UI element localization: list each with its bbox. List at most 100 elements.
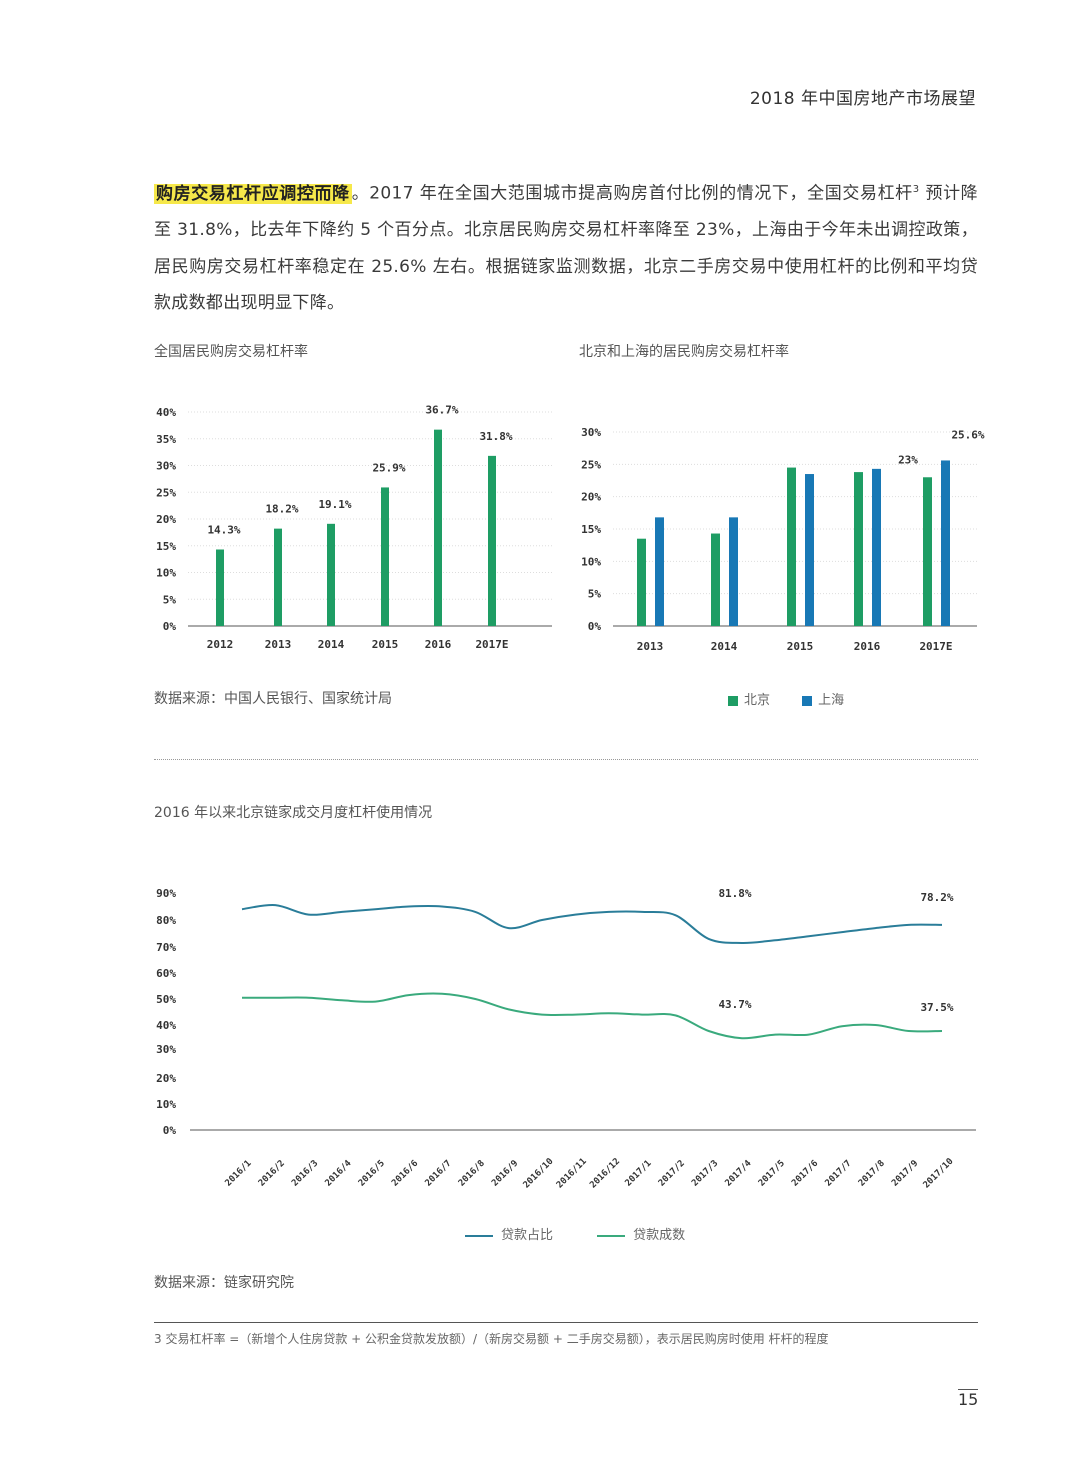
bar-data-label: 25.6% xyxy=(951,428,984,441)
paragraph-text-2: 预计降至 31.8%，比去年下降约 5 个百分点。北京居民购房交易杠杆率降至 2… xyxy=(154,183,978,314)
chart2-legend: 北京 上海 xyxy=(728,689,844,708)
x-tick-label: 2016/6 xyxy=(390,1159,420,1189)
x-tick-label: 2017/4 xyxy=(724,1158,754,1188)
bar-shanghai xyxy=(872,468,881,626)
bar xyxy=(216,549,224,626)
footnote-ref: 3 xyxy=(912,184,920,195)
y-tick-label: 15% xyxy=(156,540,176,553)
bar-beijing xyxy=(923,477,932,626)
y-tick-label: 0% xyxy=(163,1124,177,1137)
line-loan-ratio xyxy=(242,992,943,1040)
y-tick-label: 60% xyxy=(156,967,176,980)
bar-data-label: 19.1% xyxy=(318,498,351,511)
bar-data-label: 36.7% xyxy=(425,404,458,417)
x-tick-label: 2016/1 xyxy=(224,1159,254,1189)
x-tick-label: 2013 xyxy=(265,638,292,651)
footnote-rule xyxy=(154,1322,978,1323)
bar-beijing xyxy=(787,467,796,626)
y-tick-label: 15% xyxy=(581,523,601,536)
y-tick-label: 50% xyxy=(156,993,176,1006)
bar xyxy=(488,455,496,626)
x-tick-label: 2016/5 xyxy=(357,1159,387,1189)
bar-data-label: 14.3% xyxy=(207,523,240,536)
bar-shanghai xyxy=(805,474,814,626)
y-tick-label: 20% xyxy=(156,1072,176,1085)
x-tick-label: 2017/6 xyxy=(790,1159,820,1189)
highlight-phrase: 购房交易杠杆应调控而降 xyxy=(154,183,352,204)
x-tick-label: 2016/12 xyxy=(588,1157,622,1191)
x-tick-label: 2016 xyxy=(854,640,881,653)
y-tick-label: 35% xyxy=(156,433,176,446)
bar-beijing xyxy=(637,538,646,626)
footnote: 3 交易杠杆率 =（新增个人住房贷款 + 公积金贷款发放额）/（新房交易额 + … xyxy=(154,1332,829,1346)
x-tick-label: 2016/9 xyxy=(490,1159,520,1189)
y-tick-label: 10% xyxy=(156,567,176,580)
legend-swatch-shanghai xyxy=(802,695,813,706)
national-leverage-bar-chart: 0% 5% 10% 15% 20% 25% 30% 35% 40% 14.3% 2012 18.2% 2… xyxy=(156,404,552,651)
y-tick-label: 5% xyxy=(588,588,602,601)
x-tick-label: 2016/11 xyxy=(555,1157,589,1191)
chart2-title: 北京和上海的居民购房交易杠杆率 xyxy=(579,344,789,360)
legend-line-loan-ratio xyxy=(597,1234,626,1237)
bar-shanghai xyxy=(729,517,738,626)
bar-shanghai xyxy=(655,517,664,626)
running-header: 2018 年中国房地产市场展望 xyxy=(749,89,976,109)
legend-label-shanghai: 上海 xyxy=(818,693,845,708)
x-tick-label: 2016/4 xyxy=(324,1158,354,1188)
x-tick-label: 2015 xyxy=(787,640,814,653)
x-tick-label: 2012 xyxy=(207,638,234,651)
x-tick-label: 2015 xyxy=(372,638,399,651)
line-data-label: 37.5% xyxy=(920,1001,953,1014)
y-tick-label: 40% xyxy=(156,1019,176,1032)
legend-label-loan-share: 贷款占比 xyxy=(501,1228,554,1243)
y-tick-label: 20% xyxy=(156,513,176,526)
page-number-rule xyxy=(958,1389,978,1390)
legend-label-beijing: 北京 xyxy=(744,693,771,708)
bj-sh-leverage-bar-chart: 0% 5% 10% 15% 20% 25% 30% 2013 2014 2015 2016 2017E… xyxy=(581,426,985,653)
y-tick-label: 0% xyxy=(588,620,602,633)
y-tick-label: 5% xyxy=(163,593,177,606)
x-tick-label: 2017E xyxy=(919,640,952,653)
monthly-leverage-line-chart: 0%10%20%30%40%50%60%70%80%90%2016/1 2016/… xyxy=(156,887,976,1191)
line-data-label: 81.8% xyxy=(718,887,751,900)
y-tick-label: 90% xyxy=(156,887,176,900)
chart1-source: 数据来源：中国人民银行、国家统计局 xyxy=(154,691,392,707)
x-tick-label: 2017/9 xyxy=(890,1159,920,1189)
x-tick-label: 2013 xyxy=(637,640,664,653)
page-number: 15 xyxy=(958,1390,979,1409)
chart3-legend: 贷款占比 贷款成数 xyxy=(465,1224,685,1243)
body-paragraph: 购房交易杠杆应调控而降 。2017 年在全国大范围城市提高购房首付比例的情况下，全… xyxy=(154,172,978,322)
x-tick-label: 2016/7 xyxy=(424,1159,454,1189)
x-tick-label: 2017/2 xyxy=(657,1159,687,1189)
y-tick-label: 10% xyxy=(156,1098,176,1111)
y-tick-label: 30% xyxy=(581,426,601,439)
bar-data-label: 25.9% xyxy=(372,461,405,474)
x-tick-label: 2016 xyxy=(425,638,452,651)
bar xyxy=(434,429,442,626)
x-tick-label: 2016/3 xyxy=(290,1159,320,1189)
y-tick-label: 70% xyxy=(156,941,176,954)
section-divider xyxy=(154,759,978,760)
bar xyxy=(381,487,389,626)
bar-data-label: 31.8% xyxy=(479,430,512,443)
line-data-label: 43.7% xyxy=(718,998,751,1011)
x-tick-label: 2016/8 xyxy=(457,1159,487,1189)
bar-beijing xyxy=(711,533,720,626)
chart3-source: 数据来源：链家研究院 xyxy=(154,1275,294,1291)
x-tick-label: 2017/8 xyxy=(857,1159,887,1189)
x-tick-label: 2017E xyxy=(475,638,508,651)
bar-shanghai xyxy=(941,460,950,626)
y-tick-label: 80% xyxy=(156,914,176,927)
x-tick-label: 2017/5 xyxy=(757,1159,787,1189)
bar xyxy=(327,523,335,626)
y-tick-label: 25% xyxy=(581,458,601,471)
x-tick-label: 2017/3 xyxy=(690,1159,720,1189)
y-tick-label: 30% xyxy=(156,1043,176,1056)
y-tick-label: 20% xyxy=(581,491,601,504)
y-tick-label: 40% xyxy=(156,406,176,419)
x-tick-label: 2016/10 xyxy=(522,1157,556,1191)
chart1-title: 全国居民购房交易杠杆率 xyxy=(154,344,308,360)
y-tick-label: 30% xyxy=(156,460,176,473)
x-tick-label: 2016/2 xyxy=(257,1159,287,1189)
y-tick-label: 0% xyxy=(163,620,177,633)
